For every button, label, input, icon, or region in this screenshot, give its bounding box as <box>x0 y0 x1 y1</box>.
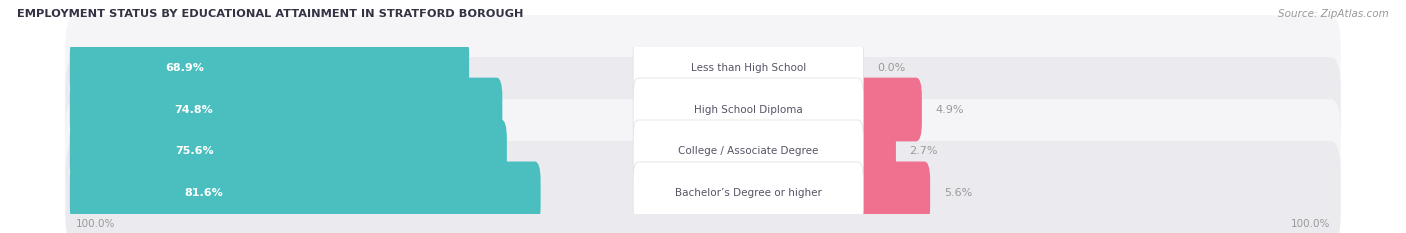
FancyBboxPatch shape <box>852 120 896 183</box>
FancyBboxPatch shape <box>65 15 1341 120</box>
FancyBboxPatch shape <box>852 161 931 225</box>
Text: 2.7%: 2.7% <box>910 147 938 156</box>
Text: Less than High School: Less than High School <box>690 63 806 72</box>
Text: Source: ZipAtlas.com: Source: ZipAtlas.com <box>1278 9 1389 19</box>
Text: High School Diploma: High School Diploma <box>695 105 803 114</box>
Text: 75.6%: 75.6% <box>176 147 214 156</box>
FancyBboxPatch shape <box>852 78 922 141</box>
Text: 81.6%: 81.6% <box>184 188 224 198</box>
FancyBboxPatch shape <box>70 161 541 225</box>
Text: 4.9%: 4.9% <box>935 105 965 114</box>
FancyBboxPatch shape <box>65 57 1341 162</box>
FancyBboxPatch shape <box>633 120 863 183</box>
Text: 74.8%: 74.8% <box>174 105 212 114</box>
FancyBboxPatch shape <box>633 36 863 99</box>
Text: 5.6%: 5.6% <box>943 188 972 198</box>
Text: 0.0%: 0.0% <box>877 63 905 72</box>
FancyBboxPatch shape <box>633 162 863 225</box>
FancyBboxPatch shape <box>70 78 502 141</box>
FancyBboxPatch shape <box>65 141 1341 233</box>
Text: College / Associate Degree: College / Associate Degree <box>678 147 818 156</box>
Text: Bachelor’s Degree or higher: Bachelor’s Degree or higher <box>675 188 821 198</box>
Text: 68.9%: 68.9% <box>165 63 204 72</box>
FancyBboxPatch shape <box>65 99 1341 204</box>
FancyBboxPatch shape <box>70 36 470 99</box>
Text: 100.0%: 100.0% <box>76 219 115 230</box>
FancyBboxPatch shape <box>70 120 506 183</box>
Text: 100.0%: 100.0% <box>1291 219 1330 230</box>
FancyBboxPatch shape <box>633 78 863 141</box>
Text: EMPLOYMENT STATUS BY EDUCATIONAL ATTAINMENT IN STRATFORD BOROUGH: EMPLOYMENT STATUS BY EDUCATIONAL ATTAINM… <box>17 9 523 19</box>
